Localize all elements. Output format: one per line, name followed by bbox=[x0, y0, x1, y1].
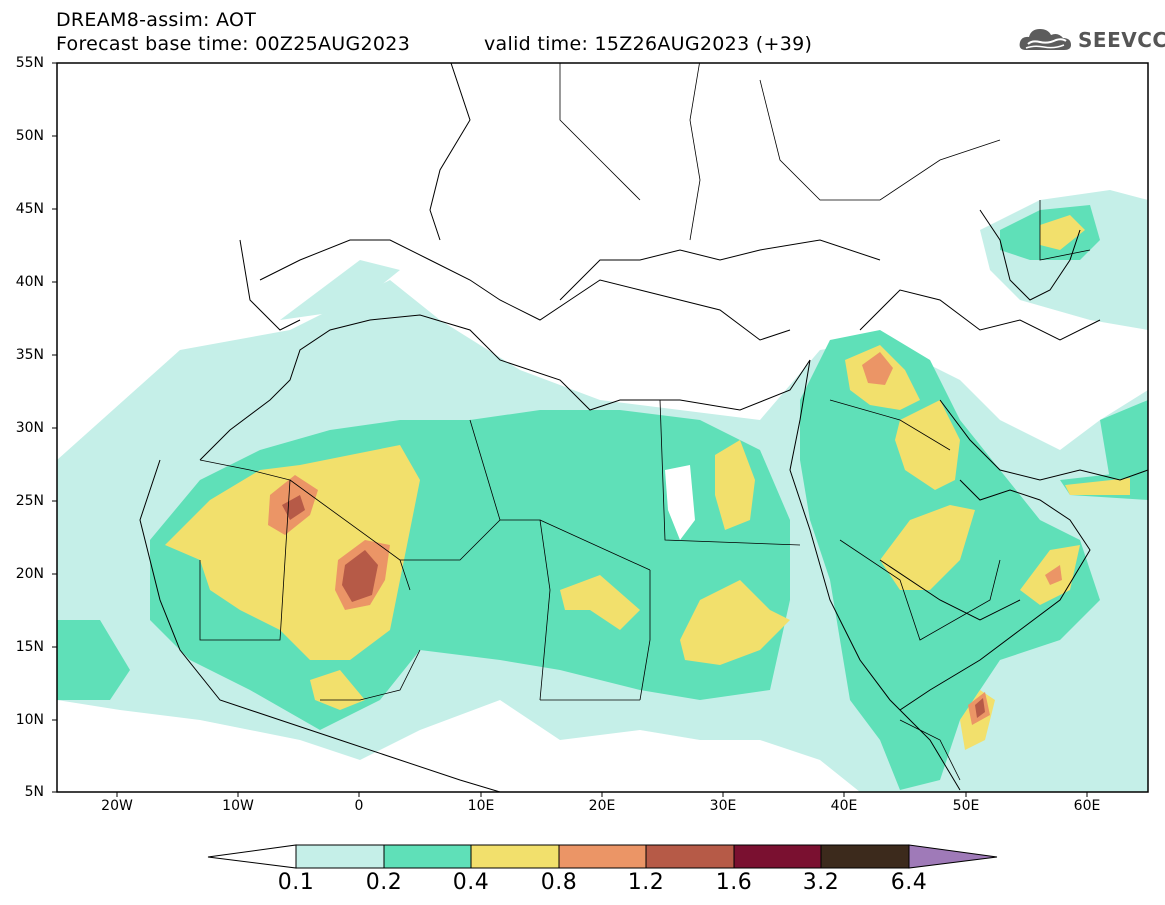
lon-label: 50E bbox=[952, 798, 980, 814]
lat-label: 25N bbox=[15, 493, 44, 509]
lat-label: 50N bbox=[15, 128, 44, 144]
lat-label: 35N bbox=[15, 347, 44, 363]
forecast-base-time: Forecast base time: 00Z25AUG2023 bbox=[56, 33, 411, 55]
colorbar-bin bbox=[383, 844, 472, 869]
country-borders bbox=[199, 63, 1091, 781]
colorbar-over-arrow bbox=[908, 844, 998, 869]
lat-label: 20N bbox=[15, 566, 44, 582]
lon-label: 10W bbox=[222, 798, 254, 814]
lon-ticks bbox=[116, 792, 1088, 797]
colorbar-bin bbox=[558, 844, 647, 869]
lat-label: 10N bbox=[15, 712, 44, 728]
lon-label: 0 bbox=[354, 798, 364, 814]
lon-label: 60E bbox=[1073, 798, 1101, 814]
lat-ticks bbox=[52, 62, 57, 793]
lat-label: 5N bbox=[24, 784, 44, 800]
colorbar-label: 0.4 bbox=[452, 870, 490, 895]
colorbar-label: 0.8 bbox=[540, 870, 578, 895]
colorbar-under-arrow bbox=[207, 844, 297, 869]
lon-label: 20E bbox=[588, 798, 616, 814]
colorbar bbox=[207, 844, 998, 869]
seevccc-logo: SEEVCCC bbox=[1018, 24, 1165, 56]
coastlines bbox=[57, 63, 1148, 792]
colorbar-label: 1.6 bbox=[715, 870, 753, 895]
colorbar-bin bbox=[645, 844, 735, 869]
colorbar-bin bbox=[733, 844, 822, 869]
lon-label: 20W bbox=[101, 798, 133, 814]
lat-label: 15N bbox=[15, 639, 44, 655]
logo-text: SEEVCCC bbox=[1078, 28, 1165, 52]
valid-time: valid time: 15Z26AUG2023 (+39) bbox=[484, 33, 813, 55]
lat-label: 30N bbox=[15, 420, 44, 436]
lat-label: 45N bbox=[15, 201, 44, 217]
lon-label: 10E bbox=[467, 798, 495, 814]
lon-label: 40E bbox=[830, 798, 858, 814]
colorbar-label: 0.2 bbox=[365, 870, 403, 895]
colorbar-bin bbox=[470, 844, 560, 869]
colorbar-bin bbox=[295, 844, 385, 869]
lat-label: 40N bbox=[15, 274, 44, 290]
colorbar-label: 3.2 bbox=[802, 870, 840, 895]
cloud-icon bbox=[1019, 29, 1071, 50]
colorbar-label: 0.1 bbox=[277, 870, 315, 895]
map-title: DREAM8-assim: AOT bbox=[56, 9, 257, 31]
colorbar-label: 6.4 bbox=[890, 870, 928, 895]
aot-field bbox=[57, 63, 1148, 792]
lat-label: 55N bbox=[15, 55, 44, 71]
lon-label: 30E bbox=[709, 798, 737, 814]
colorbar-label: 1.2 bbox=[627, 870, 665, 895]
colorbar-bin bbox=[820, 844, 910, 869]
